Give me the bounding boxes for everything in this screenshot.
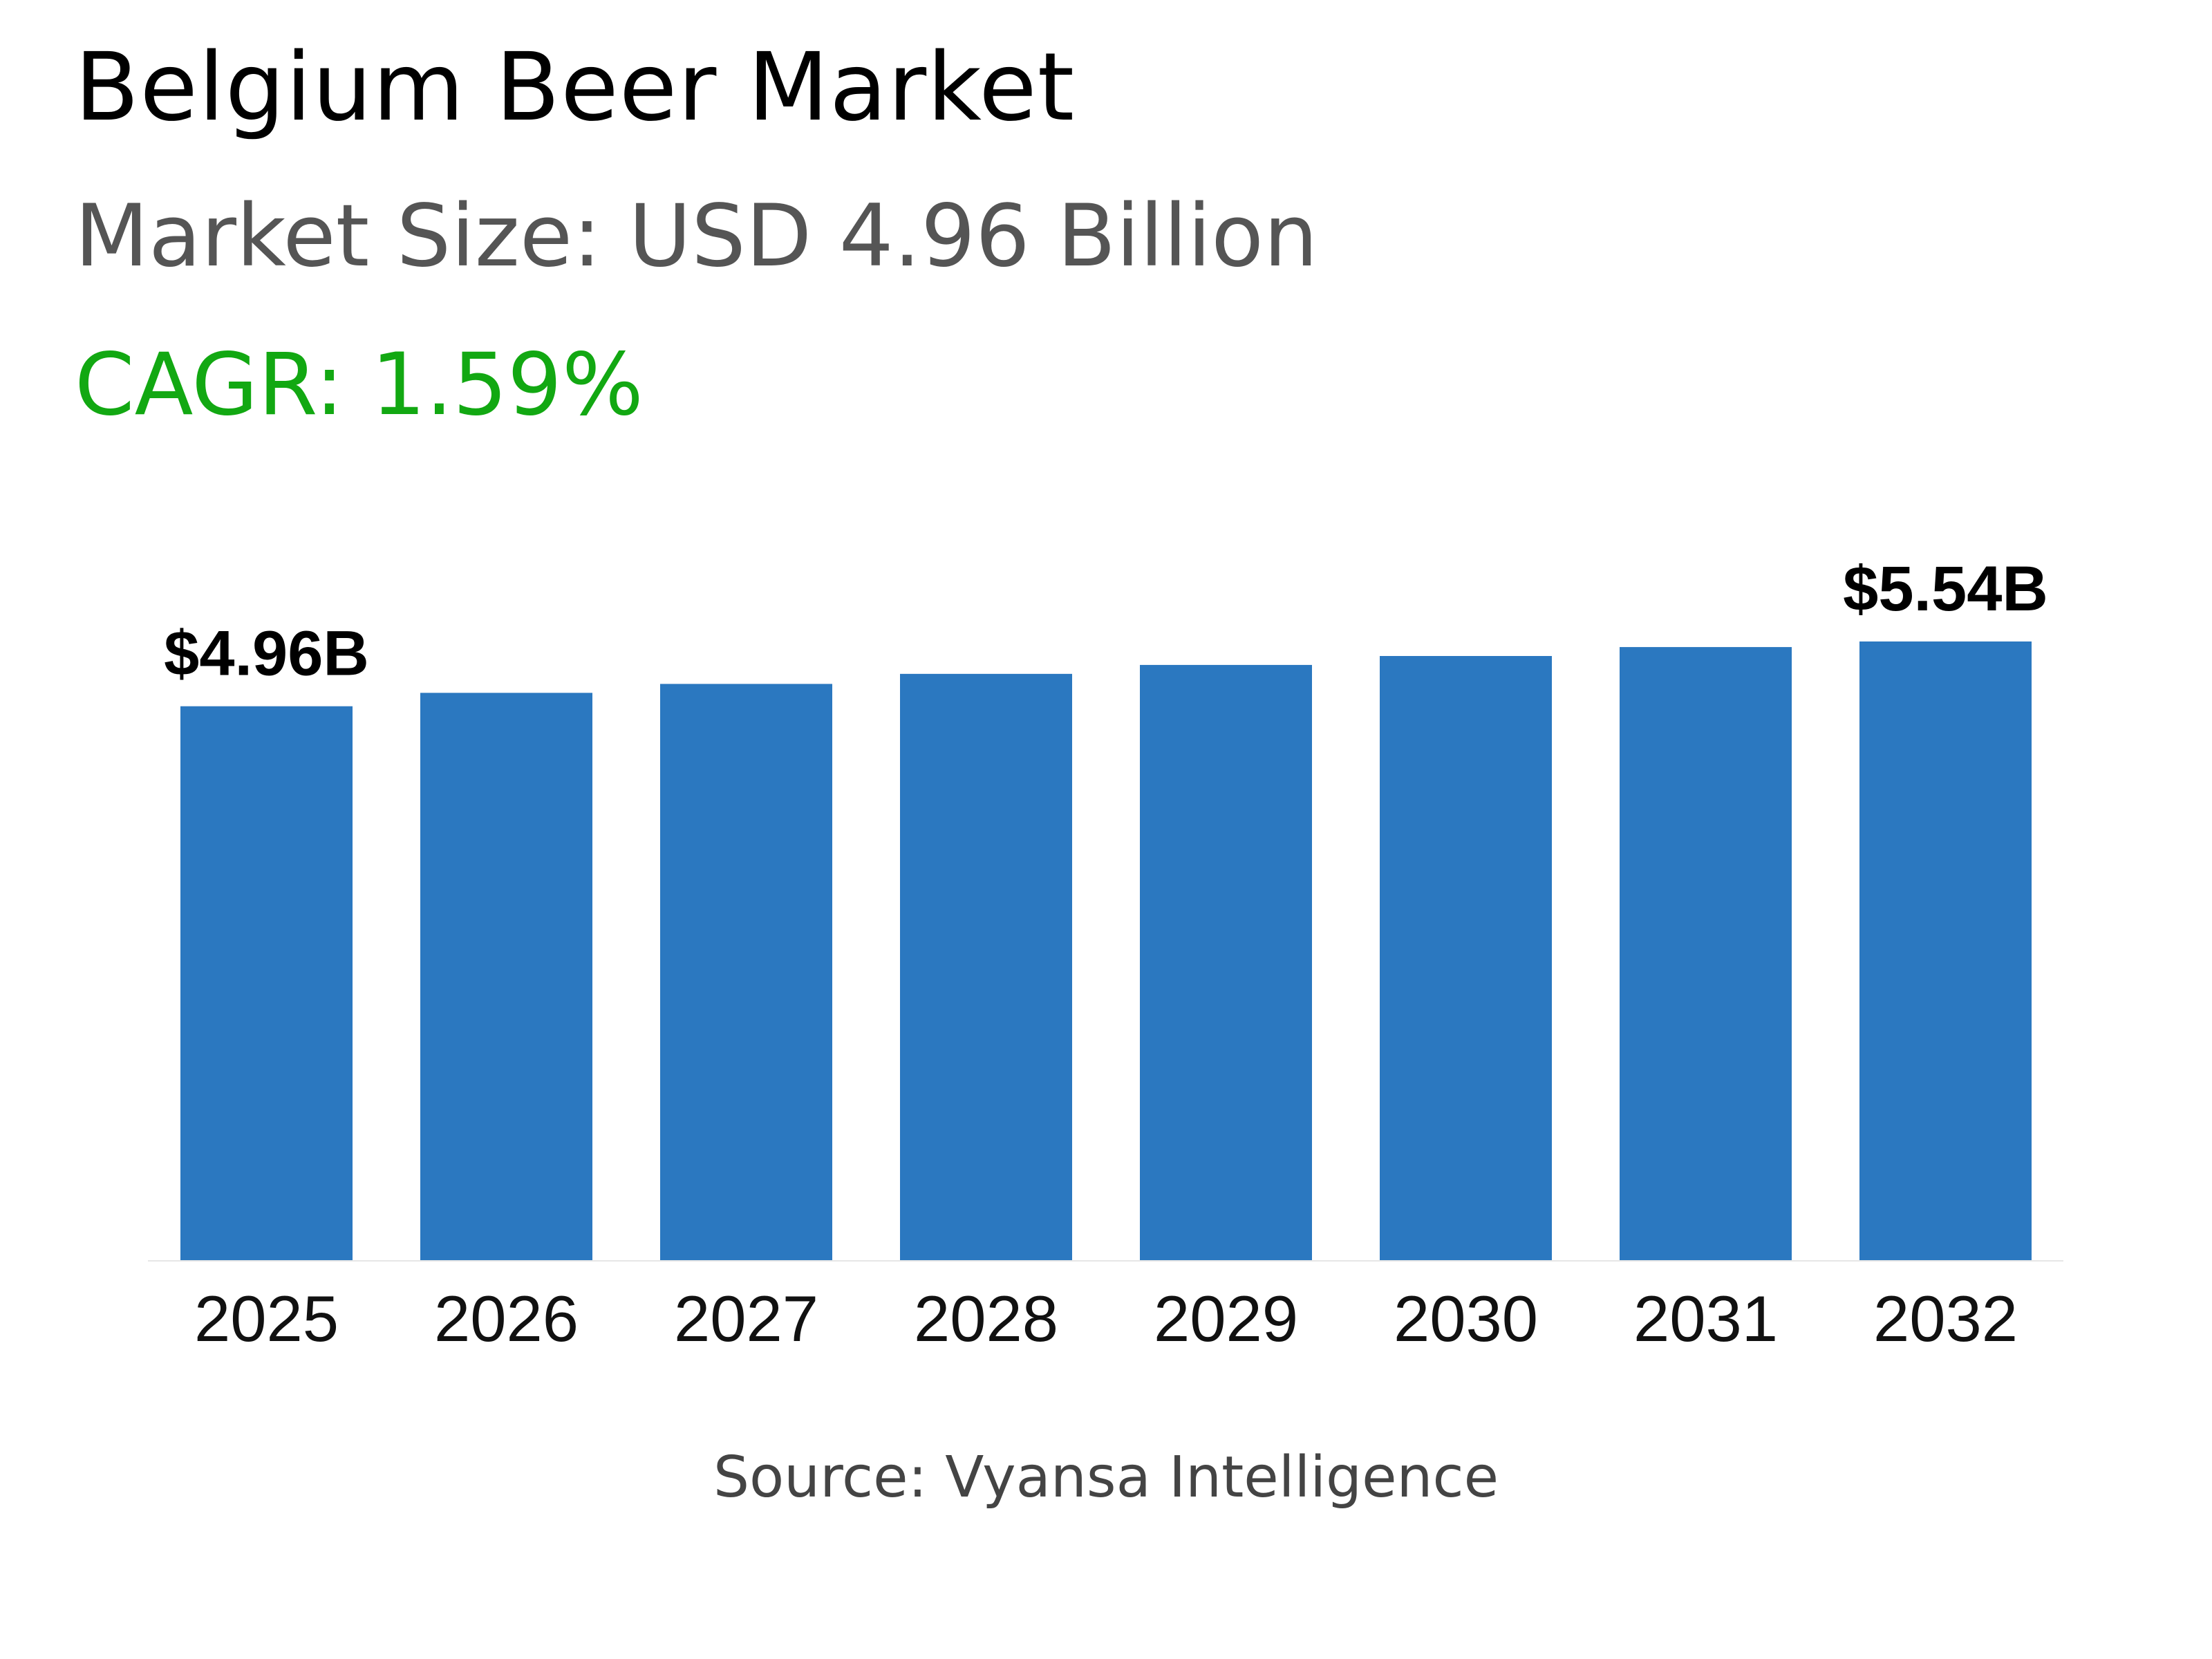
- bar-2025: [180, 706, 353, 1260]
- x-tick-label: 2028: [914, 1282, 1058, 1355]
- x-tick-label: 2031: [1633, 1282, 1778, 1355]
- bar-2028: [900, 673, 1072, 1260]
- bar-2031: [1620, 647, 1792, 1260]
- x-tick-label: 2025: [194, 1282, 339, 1355]
- source-label: Source: Vyansa Intelligence: [713, 1445, 1499, 1510]
- bar-2026: [420, 693, 592, 1260]
- x-tick-label: 2029: [1154, 1282, 1298, 1355]
- x-tick-label: 2032: [1873, 1282, 2018, 1355]
- chart-title: Belgium Beer Market: [75, 33, 1076, 142]
- x-tick-label: 2026: [434, 1282, 579, 1355]
- x-tick-label: 2027: [674, 1282, 818, 1355]
- data-label: $4.96B: [164, 619, 369, 689]
- market-size-subtitle: Market Size: USD 4.96 Billion: [75, 187, 1318, 286]
- bar-2029: [1140, 664, 1312, 1260]
- bar-2032: [1859, 641, 2032, 1260]
- cagr-label: CAGR: 1.59%: [75, 335, 644, 435]
- bar-2027: [660, 684, 832, 1260]
- data-label: $5.54B: [1843, 554, 2048, 624]
- bar-2030: [1380, 656, 1552, 1260]
- x-tick-label: 2030: [1394, 1282, 1538, 1355]
